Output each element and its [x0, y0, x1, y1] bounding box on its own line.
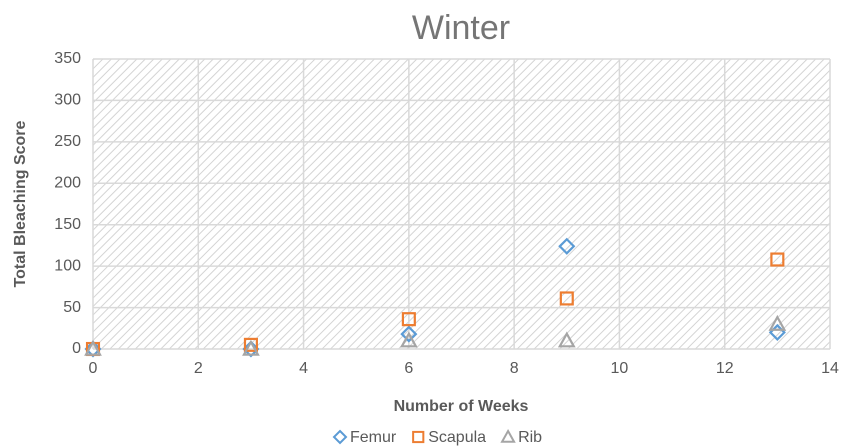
marker: [400, 325, 418, 343]
y-tick-label: 250: [54, 133, 81, 150]
marker: [768, 314, 787, 331]
y-tick-label: 50: [63, 299, 81, 316]
x-axis-title: Number of Weeks: [394, 398, 529, 415]
y-tick-label: 100: [54, 257, 81, 274]
marker: [242, 340, 260, 358]
y-tick-label: 350: [54, 50, 81, 67]
marker: [500, 428, 516, 443]
x-tick-label: 2: [194, 360, 203, 377]
y-axis-title: Total Bleaching Score: [12, 120, 29, 287]
y-tick-label: 200: [54, 175, 81, 192]
y-tick-label: 150: [54, 216, 81, 233]
marker: [242, 339, 260, 356]
legend-label: Scapula: [428, 429, 486, 446]
marker: [84, 339, 102, 356]
marker: [243, 337, 258, 352]
x-tick-label: 4: [299, 360, 308, 377]
x-tick-label: 12: [716, 360, 734, 377]
x-tick-label: 10: [611, 360, 629, 377]
plot-area: [93, 59, 830, 349]
x-tick-label: 8: [510, 360, 519, 377]
marker: [770, 252, 785, 267]
marker: [399, 331, 418, 348]
x-tick-label: 6: [404, 360, 413, 377]
marker: [559, 291, 574, 306]
y-tick-label: 300: [54, 92, 81, 109]
y-tick-label: 0: [72, 340, 81, 357]
x-tick-label: 0: [89, 360, 98, 377]
chart-title: Winter: [412, 9, 510, 47]
marker: [401, 312, 416, 327]
marker: [412, 430, 425, 444]
marker: [558, 237, 576, 255]
marker: [557, 331, 576, 348]
legend-label: Femur: [350, 429, 397, 446]
legend-label: Rib: [518, 429, 542, 446]
marker: [332, 429, 348, 445]
x-tick-label: 14: [821, 360, 839, 377]
legend: Femur Scapula Rib: [332, 428, 542, 446]
